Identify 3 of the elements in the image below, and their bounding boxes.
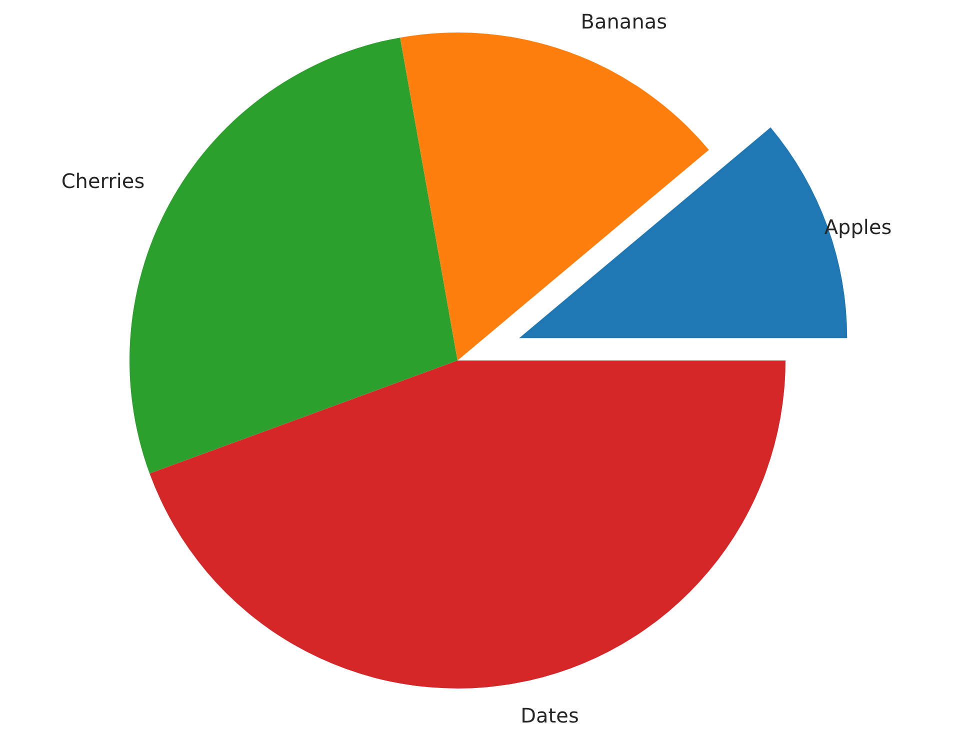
slice-label: Bananas — [580, 9, 668, 34]
slice-label: Dates — [520, 704, 579, 728]
slice-label: Cherries — [61, 168, 145, 193]
